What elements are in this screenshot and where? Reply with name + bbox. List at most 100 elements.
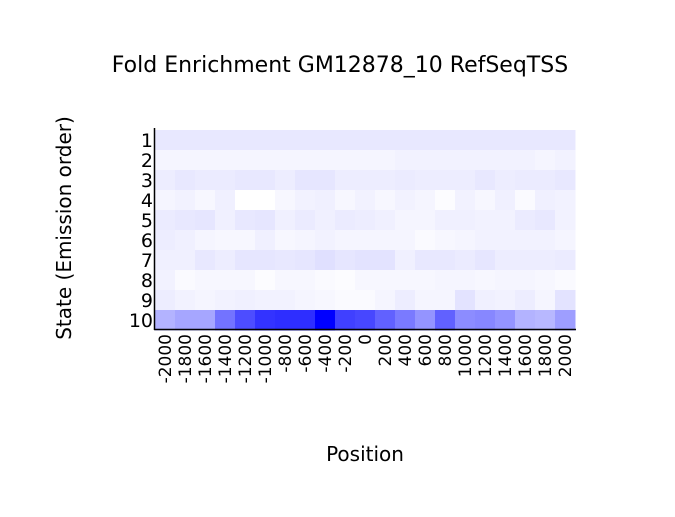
heatmap-cell	[435, 250, 456, 271]
heatmap-cell	[175, 310, 196, 331]
heatmap-cell	[535, 190, 556, 211]
x-tick-label: 800	[436, 334, 456, 366]
heatmap-cell	[195, 250, 216, 271]
y-axis-label: State (Emission order)	[52, 116, 76, 340]
heatmap-cell	[375, 210, 396, 231]
heatmap-cell	[315, 270, 336, 291]
heatmap-cell	[275, 150, 296, 171]
heatmap-cell	[355, 230, 376, 251]
x-tick-label: -400	[316, 334, 336, 373]
heatmap-cell	[235, 150, 256, 171]
heatmap-cell	[275, 250, 296, 271]
heatmap-cell	[255, 190, 276, 211]
heatmap-cell	[475, 170, 496, 191]
heatmap-cell	[175, 170, 196, 191]
heatmap-cell	[255, 210, 276, 231]
heatmap-cell	[395, 170, 416, 191]
heatmap-cell	[555, 270, 576, 291]
heatmap-cell	[175, 270, 196, 291]
heatmap-cell	[235, 290, 256, 311]
heatmap-cell	[275, 310, 296, 331]
heatmap-cell	[315, 190, 336, 211]
heatmap-cell	[475, 270, 496, 291]
heatmap-cell	[255, 150, 276, 171]
heatmap-cell	[335, 170, 356, 191]
x-tick-label: 1800	[536, 334, 556, 377]
heatmap-cell	[335, 270, 356, 291]
heatmap-cell	[395, 250, 416, 271]
heatmap-cell	[255, 130, 276, 151]
heatmap-cell	[515, 250, 536, 271]
heatmap-cell	[475, 150, 496, 171]
heatmap-cell	[155, 250, 176, 271]
x-tick-label: 200	[376, 334, 396, 366]
heatmap-cell	[295, 150, 316, 171]
heatmap-cell	[195, 150, 216, 171]
heatmap-cell	[415, 130, 436, 151]
heatmap-cell	[535, 150, 556, 171]
heatmap-cell	[375, 310, 396, 331]
heatmap-cells	[155, 130, 576, 331]
heatmap-cell	[315, 170, 336, 191]
x-tick-label: -1800	[176, 334, 196, 383]
heatmap-cell	[515, 170, 536, 191]
heatmap-cell	[495, 250, 516, 271]
heatmap-cell	[295, 270, 316, 291]
heatmap-cell	[215, 170, 236, 191]
heatmap-cell	[535, 250, 556, 271]
heatmap-cell	[415, 270, 436, 291]
heatmap-cell	[355, 210, 376, 231]
chart-title: Fold Enrichment GM12878_10 RefSeqTSS	[112, 53, 568, 78]
heatmap-cell	[155, 190, 176, 211]
heatmap-cell	[495, 170, 516, 191]
heatmap-cell	[435, 310, 456, 331]
heatmap-cell	[335, 130, 356, 151]
heatmap-cell	[295, 210, 316, 231]
y-tick-label: 7	[141, 250, 153, 272]
heatmap-cell	[415, 190, 436, 211]
x-tick-label: -1000	[256, 334, 276, 383]
heatmap-cell	[555, 210, 576, 231]
heatmap-cell	[435, 150, 456, 171]
heatmap-cell	[395, 130, 416, 151]
heatmap-cell	[515, 230, 536, 251]
heatmap-cell	[395, 270, 416, 291]
heatmap-cell	[475, 210, 496, 231]
heatmap-cell	[275, 170, 296, 191]
heatmap-cell	[355, 170, 376, 191]
heatmap-cell	[415, 250, 436, 271]
heatmap-cell	[495, 310, 516, 331]
heatmap-cell	[535, 290, 556, 311]
heatmap-cell	[255, 290, 276, 311]
heatmap-cell	[255, 250, 276, 271]
y-tick-label: 4	[141, 190, 153, 212]
heatmap-cell	[155, 170, 176, 191]
heatmap-cell	[255, 170, 276, 191]
heatmap-cell	[455, 170, 476, 191]
y-tick-label: 8	[141, 270, 153, 292]
heatmap-cell	[535, 310, 556, 331]
heatmap-cell	[395, 310, 416, 331]
heatmap-cell	[155, 150, 176, 171]
heatmap-cell	[355, 270, 376, 291]
heatmap-cell	[475, 310, 496, 331]
heatmap-cell	[455, 310, 476, 331]
heatmap-cell	[355, 290, 376, 311]
heatmap-cell	[235, 190, 256, 211]
heatmap-cell	[455, 150, 476, 171]
heatmap-cell	[455, 210, 476, 231]
heatmap-cell	[455, 250, 476, 271]
heatmap-cell	[335, 230, 356, 251]
x-tick-label: 2000	[556, 334, 576, 377]
heatmap-cell	[415, 290, 436, 311]
heatmap-cell	[375, 170, 396, 191]
heatmap-cell	[515, 290, 536, 311]
y-tick-label: 2	[141, 150, 153, 172]
heatmap-cell	[235, 270, 256, 291]
x-axis-ticks: -2000 -1800 -1600 -1400 -1200 -1000 -800 -600 -4…	[156, 334, 576, 383]
x-tick-label: 400	[396, 334, 416, 366]
heatmap-cell	[475, 230, 496, 251]
heatmap-cell	[335, 250, 356, 271]
heatmap-cell	[515, 270, 536, 291]
x-axis-label: Position	[326, 442, 404, 466]
